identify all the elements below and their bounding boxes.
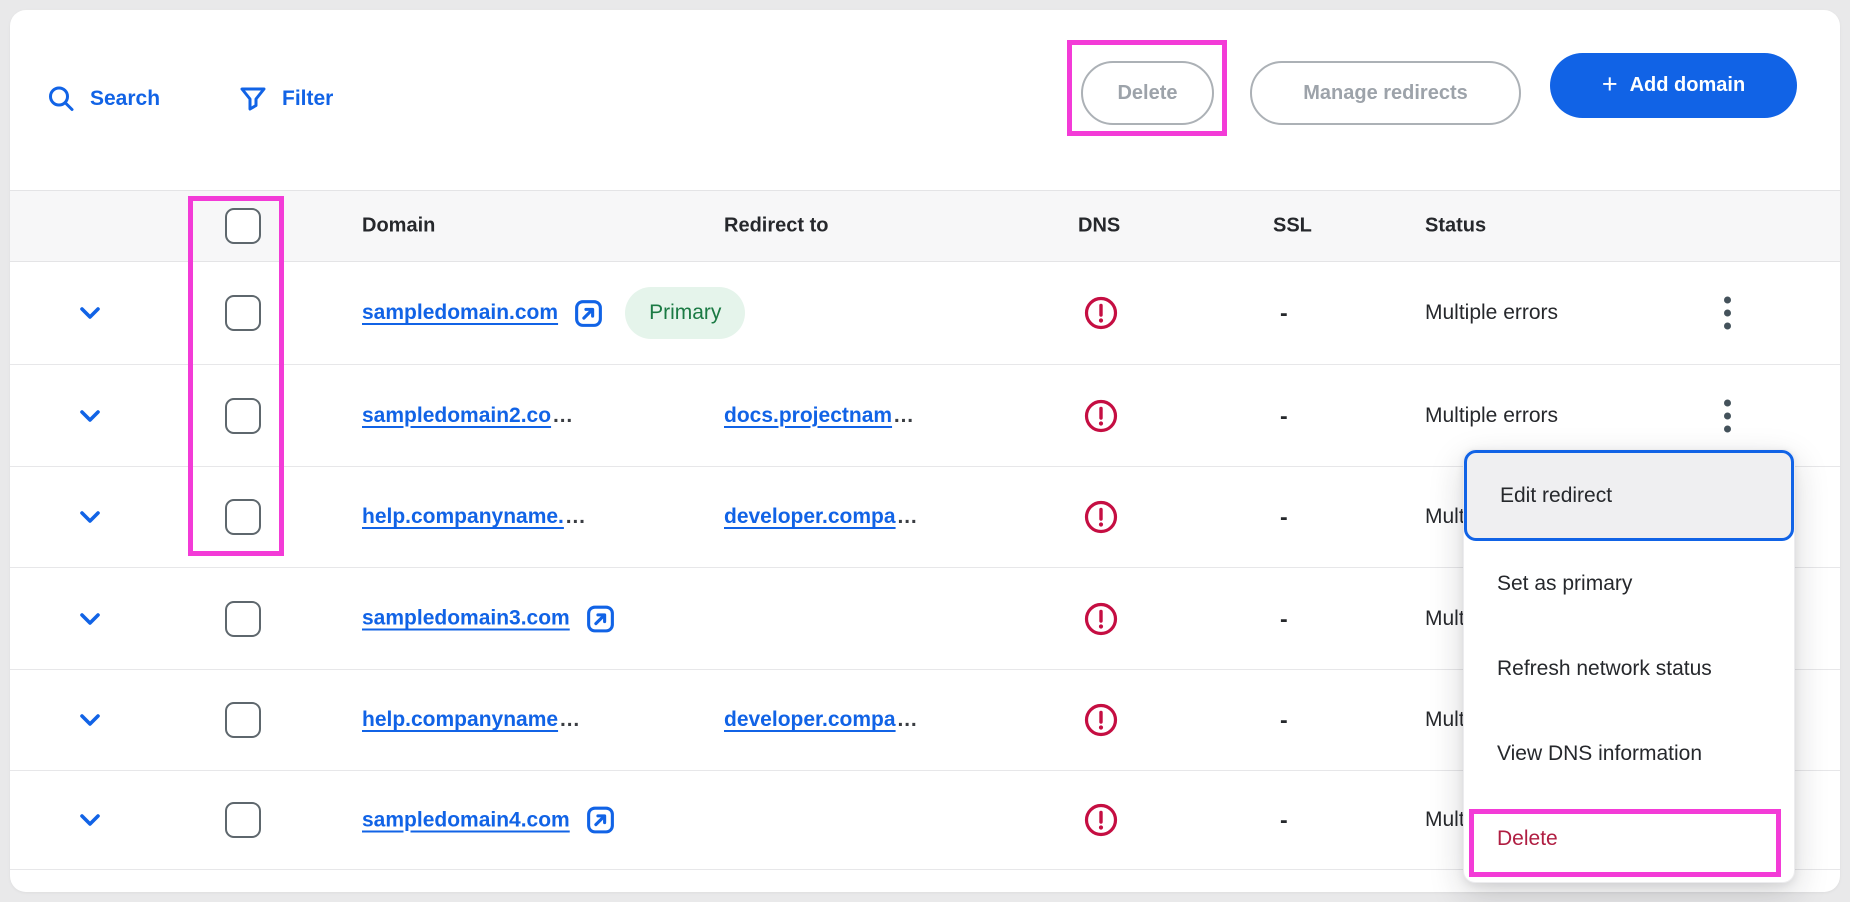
domain-link[interactable]: help.companyname.: [362, 505, 564, 528]
ssl-status: -: [1280, 503, 1288, 530]
ssl-status: -: [1280, 402, 1288, 428]
kebab-menu-icon: [1723, 399, 1731, 432]
menu-item-delete[interactable]: Delete: [1464, 797, 1794, 882]
primary-badge: Primary: [625, 287, 746, 339]
row-context-menu: Edit redirect Set as primary Refresh net…: [1463, 449, 1795, 883]
truncation-ellipsis: …: [896, 505, 918, 528]
error-exclamation-icon: [1084, 296, 1118, 330]
menu-item-edit-redirect[interactable]: Edit redirect: [1464, 450, 1794, 541]
search-button[interactable]: Search: [46, 78, 160, 120]
ssl-status: -: [1280, 706, 1288, 733]
row-checkbox[interactable]: [225, 802, 261, 838]
column-header-redirect: Redirect to: [724, 214, 829, 237]
row-menu-button[interactable]: [1710, 399, 1744, 432]
dns-status: [1082, 498, 1120, 536]
domain-link[interactable]: sampledomain.com: [362, 301, 559, 324]
row-expand-button[interactable]: [74, 297, 106, 329]
dns-status: [1082, 397, 1120, 435]
chevron-down-icon: [80, 511, 100, 523]
truncation-ellipsis: …: [893, 403, 915, 427]
kebab-menu-icon: [1723, 296, 1731, 330]
dns-status: [1082, 294, 1120, 332]
truncation-ellipsis: …: [559, 708, 581, 731]
chevron-down-icon: [80, 409, 100, 422]
row-expand-button[interactable]: [74, 603, 106, 635]
select-all-checkbox[interactable]: [225, 208, 261, 244]
external-link-icon[interactable]: [584, 602, 617, 635]
menu-item-set-as-primary[interactable]: Set as primary: [1464, 541, 1794, 626]
status-text: Multiple errors: [1425, 301, 1559, 324]
error-exclamation-icon: [1084, 500, 1118, 534]
domain-link[interactable]: sampledomain2.co: [362, 403, 552, 427]
row-menu-button[interactable]: [1710, 296, 1744, 330]
chevron-down-icon: [80, 307, 100, 319]
row-expand-button[interactable]: [74, 501, 106, 533]
row-checkbox[interactable]: [225, 295, 261, 331]
redirect-link[interactable]: developer.compa: [724, 708, 896, 731]
domain-link[interactable]: sampledomain4.com: [362, 808, 570, 831]
status-text: Multiple errors: [1425, 403, 1559, 427]
truncation-ellipsis: …: [896, 708, 918, 731]
external-link-icon[interactable]: [572, 297, 605, 330]
column-header-ssl: SSL: [1273, 214, 1312, 237]
dns-status: [1082, 600, 1120, 638]
chevron-down-icon: [80, 714, 100, 726]
domain-link[interactable]: help.companyname: [362, 708, 559, 731]
redirect-link[interactable]: docs.projectnam: [724, 403, 893, 427]
ssl-status: -: [1280, 806, 1288, 833]
external-link-icon[interactable]: [584, 804, 617, 837]
domain-link[interactable]: sampledomain3.com: [362, 606, 570, 630]
column-header-dns: DNS: [1078, 214, 1121, 237]
add-domain-button[interactable]: + Add domain: [1550, 53, 1797, 118]
row-expand-button[interactable]: [74, 400, 106, 432]
table-row: sampledomain.com Primary - Multiple erro…: [10, 262, 1840, 365]
column-header-domain: Domain: [362, 214, 436, 237]
search-icon: [49, 86, 74, 111]
column-header-status: Status: [1425, 214, 1487, 237]
error-exclamation-icon: [1084, 602, 1118, 635]
redirect-link[interactable]: developer.compa: [724, 505, 896, 528]
filter-funnel-icon: [240, 87, 266, 111]
row-checkbox[interactable]: [225, 499, 261, 535]
truncation-ellipsis: …: [552, 403, 574, 427]
truncation-ellipsis: …: [564, 505, 586, 528]
menu-item-view-dns-information[interactable]: View DNS information: [1464, 712, 1794, 797]
dns-status: [1082, 701, 1120, 739]
row-checkbox[interactable]: [225, 600, 261, 637]
table-header: Domain Redirect to DNS SSL Status: [10, 190, 1840, 262]
chevron-down-icon: [80, 612, 100, 625]
error-exclamation-icon: [1084, 399, 1118, 432]
delete-button-label: Delete: [1117, 81, 1178, 104]
dns-status: [1082, 801, 1120, 839]
error-exclamation-icon: [1084, 803, 1118, 837]
manage-redirects-button[interactable]: Manage redirects: [1250, 61, 1521, 125]
filter-button[interactable]: Filter: [238, 78, 333, 120]
add-domain-label: Add domain: [1629, 74, 1746, 96]
delete-button[interactable]: Delete: [1081, 61, 1214, 125]
search-label: Search: [90, 87, 161, 110]
ssl-status: -: [1280, 605, 1288, 631]
row-checkbox[interactable]: [225, 397, 261, 434]
row-expand-button[interactable]: [74, 804, 106, 836]
error-exclamation-icon: [1084, 703, 1118, 737]
menu-item-refresh-network-status[interactable]: Refresh network status: [1464, 626, 1794, 711]
filter-label: Filter: [282, 87, 334, 110]
row-expand-button[interactable]: [74, 704, 106, 736]
chevron-down-icon: [80, 814, 100, 826]
row-checkbox[interactable]: [225, 702, 261, 738]
manage-redirects-label: Manage redirects: [1303, 81, 1468, 104]
plus-icon: +: [1601, 68, 1618, 99]
ssl-status: -: [1280, 299, 1288, 326]
